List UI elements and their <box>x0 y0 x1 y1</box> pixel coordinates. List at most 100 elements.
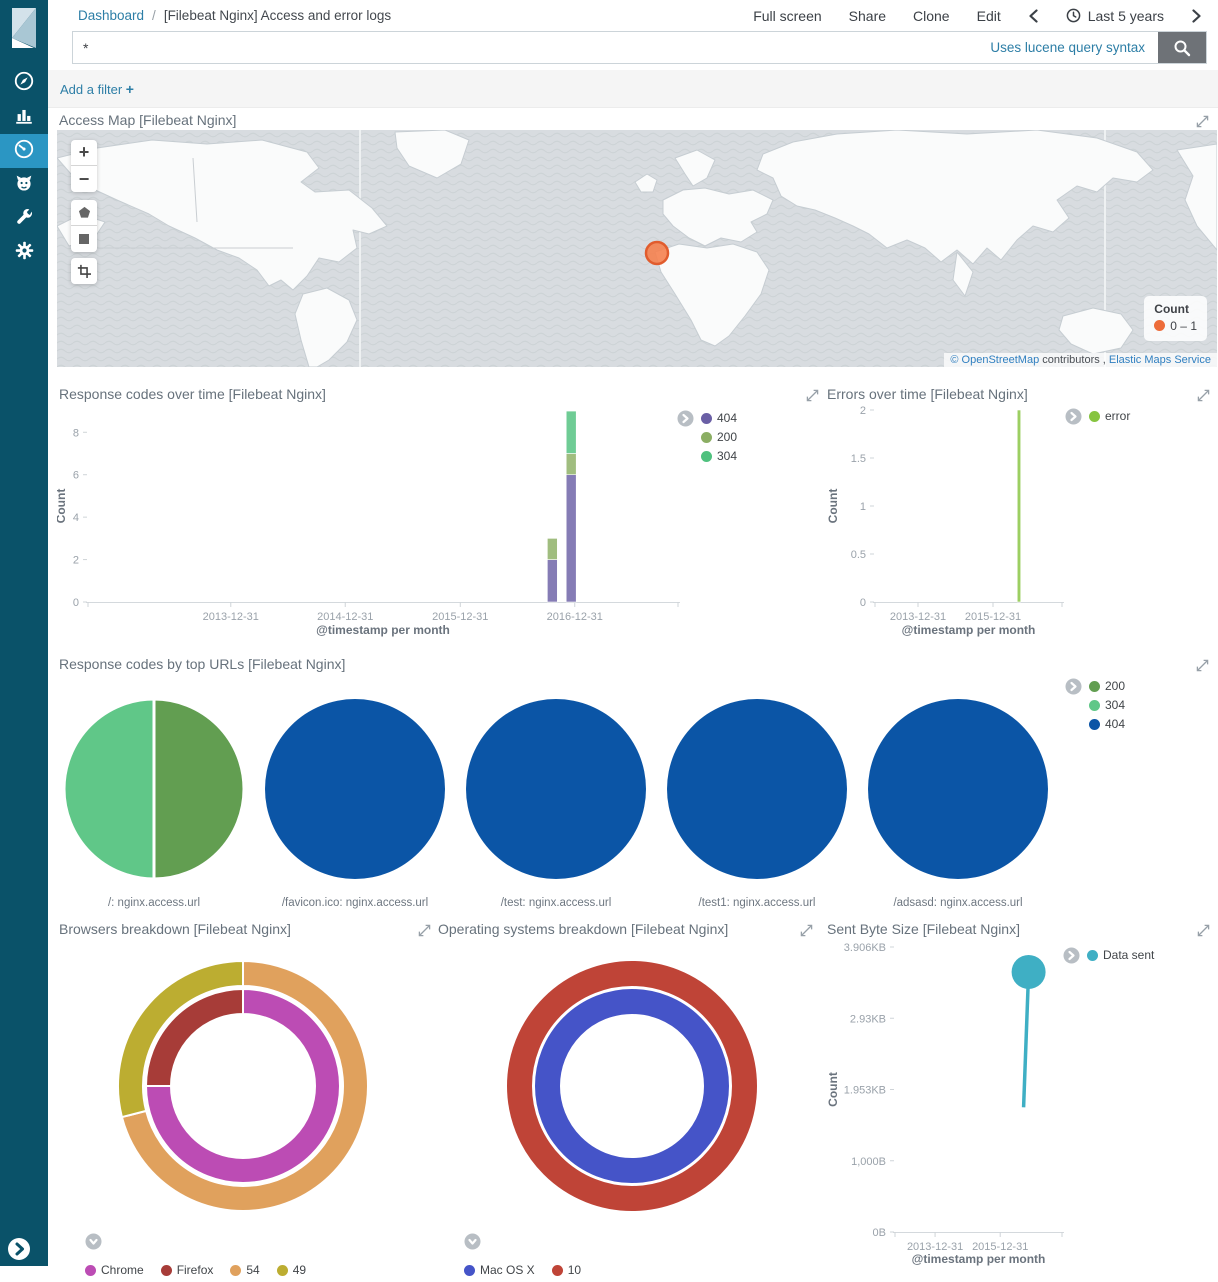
svg-text:0.5: 0.5 <box>851 549 866 561</box>
geo-marker[interactable] <box>644 240 670 266</box>
zoom-in-button[interactable]: + <box>71 140 97 166</box>
svg-text:Count: Count <box>57 489 68 524</box>
sidebar-item-visualize[interactable] <box>0 100 48 134</box>
url-pie-charts: /: nginx.access.url/favicon.ico: nginx.a… <box>59 694 1053 909</box>
expand-panel-icon[interactable] <box>806 389 819 402</box>
expand-panel-icon[interactable] <box>1196 115 1209 128</box>
svg-text:0B: 0B <box>873 1227 886 1239</box>
sidebar-item-dev-tools[interactable] <box>0 202 48 236</box>
legend-item-chrome[interactable]: Chrome <box>85 1263 144 1277</box>
url-pie[interactable]: /adsasd: nginx.access.url <box>863 694 1053 909</box>
svg-text:@timestamp per month: @timestamp per month <box>912 1252 1046 1266</box>
world-map[interactable]: + − Count 0 <box>57 130 1217 367</box>
legend-item-404[interactable]: 404 <box>701 411 737 425</box>
osm-link[interactable]: © OpenStreetMap <box>950 354 1040 366</box>
breadcrumb-current: [Filebeat Nginx] Access and error logs <box>163 8 392 23</box>
query-bar: Uses lucene query syntax <box>48 29 1218 64</box>
svg-text:Count: Count <box>826 1072 840 1107</box>
legend-item-54[interactable]: 54 <box>230 1263 260 1277</box>
draw-polygon-button[interactable] <box>71 200 97 226</box>
edit-button[interactable]: Edit <box>976 7 1001 24</box>
clock-icon <box>1066 8 1081 23</box>
panel-title: Response codes by top URLs [Filebeat Ngi… <box>59 656 346 672</box>
sidebar-item-discover[interactable] <box>0 66 48 100</box>
expand-panel-icon[interactable] <box>800 924 813 937</box>
sidebar-item-management[interactable] <box>0 236 48 270</box>
gear-icon <box>14 240 35 266</box>
legend-toggle[interactable] <box>85 1233 306 1253</box>
legend-item-304[interactable]: 304 <box>701 449 737 463</box>
sent-bytes-chart[interactable]: 0B 1,000B 1.953KB 2.93KB 3.906KB 2013-12-31 20… <box>825 942 1218 1282</box>
search-input[interactable] <box>73 32 991 63</box>
time-back-button[interactable] <box>1028 8 1039 23</box>
legend-item-firefox[interactable]: Firefox <box>160 1263 213 1277</box>
pie-label: /: nginx.access.url <box>107 897 201 909</box>
legend-toggle[interactable] <box>1065 678 1082 731</box>
elastic-maps-link[interactable]: Elastic Maps Service <box>1108 354 1211 366</box>
url-pie[interactable]: /: nginx.access.url <box>59 694 249 909</box>
search-button[interactable] <box>1158 32 1206 63</box>
legend-toggle[interactable] <box>677 410 694 463</box>
expand-panel-icon[interactable] <box>1196 659 1209 672</box>
legend-toggle[interactable] <box>1063 947 1080 967</box>
bar-chart-icon <box>13 104 35 131</box>
url-pie[interactable]: /favicon.ico: nginx.access.url <box>260 694 450 909</box>
top-urls-legend: 200 304 404 <box>1065 678 1125 731</box>
filter-bar: Add a filter + <box>48 70 1218 108</box>
lucene-syntax-link[interactable]: Uses lucene query syntax <box>990 40 1145 55</box>
legend-item-200[interactable]: 200 <box>1089 679 1125 693</box>
kibana-logo[interactable] <box>0 0 48 56</box>
zoom-out-button[interactable]: − <box>71 166 97 192</box>
crop-icon <box>77 264 91 278</box>
map-canvas <box>57 130 1217 367</box>
legend-toggle[interactable] <box>464 1233 581 1253</box>
pie-label: /test1: nginx.access.url <box>698 897 816 909</box>
crop-button[interactable] <box>71 258 97 284</box>
sidebar-item-dashboard[interactable] <box>0 134 48 168</box>
panel-sent-bytes: Sent Byte Size [Filebeat Nginx] 0B 1,000B… <box>825 919 1218 1278</box>
os-donut-chart[interactable] <box>502 956 762 1221</box>
response-codes-chart[interactable]: 0 2 4 6 8 2013-12-31 2014-12-31 2015-12-31 2016-… <box>54 404 827 655</box>
url-pie[interactable]: /test: nginx.access.url <box>461 694 651 909</box>
expand-panel-icon[interactable] <box>418 924 431 937</box>
expand-panel-icon[interactable] <box>1197 924 1210 937</box>
legend-item-10[interactable]: 10 <box>551 1263 581 1277</box>
plus-icon: + <box>125 80 134 97</box>
panel-title: Response codes over time [Filebeat Nginx… <box>59 386 326 402</box>
time-picker-button[interactable]: Last 5 years <box>1066 8 1164 24</box>
dashboard-grid: Access Map [Filebeat Nginx] <box>48 108 1218 1278</box>
legend-item-304[interactable]: 304 <box>1089 698 1125 712</box>
svg-text:2: 2 <box>73 555 79 567</box>
svg-text:2014-12-31: 2014-12-31 <box>317 611 373 623</box>
draw-rectangle-button[interactable] <box>71 226 97 252</box>
sidebar-collapse-button[interactable] <box>7 1237 31 1261</box>
share-button[interactable]: Share <box>848 7 887 24</box>
svg-text:6: 6 <box>73 470 79 482</box>
pie-label: /adsasd: nginx.access.url <box>893 897 1023 909</box>
legend-item-404[interactable]: 404 <box>1089 717 1125 731</box>
legend-toggle-icon <box>1063 947 1080 964</box>
query-box: Uses lucene query syntax <box>72 31 1207 64</box>
svg-text:3.906KB: 3.906KB <box>844 943 886 954</box>
legend-toggle-icon <box>85 1233 102 1250</box>
add-filter-button[interactable]: Add a filter + <box>60 80 134 97</box>
expand-panel-icon[interactable] <box>1197 389 1210 402</box>
legend-item-49[interactable]: 49 <box>276 1263 306 1277</box>
legend-item-error[interactable]: error <box>1089 409 1130 423</box>
url-pie[interactable]: /test1: nginx.access.url <box>662 694 852 909</box>
legend-item-data-sent[interactable]: Data sent <box>1087 948 1154 962</box>
legend-toggle[interactable] <box>1065 408 1082 428</box>
legend-item-200[interactable]: 200 <box>701 430 737 444</box>
sidebar-nav <box>0 66 48 270</box>
map-legend: Count 0 – 1 <box>1144 296 1207 341</box>
legend-item-mac-os-x[interactable]: Mac OS X <box>464 1263 535 1277</box>
sidebar-item-timelion[interactable] <box>0 168 48 202</box>
time-forward-button[interactable] <box>1191 8 1202 23</box>
panel-title: Errors over time [Filebeat Nginx] <box>827 386 1028 402</box>
errors-chart[interactable]: 0 0.5 1 1.5 2 2013-12-31 2015-12-31 Count @times… <box>825 404 1218 655</box>
breadcrumb-dashboard-link[interactable]: Dashboard <box>78 8 145 23</box>
svg-text:2013-12-31: 2013-12-31 <box>890 611 946 623</box>
full-screen-button[interactable]: Full screen <box>753 7 822 24</box>
clone-button[interactable]: Clone <box>913 7 950 24</box>
browsers-donut-chart[interactable] <box>113 956 373 1221</box>
